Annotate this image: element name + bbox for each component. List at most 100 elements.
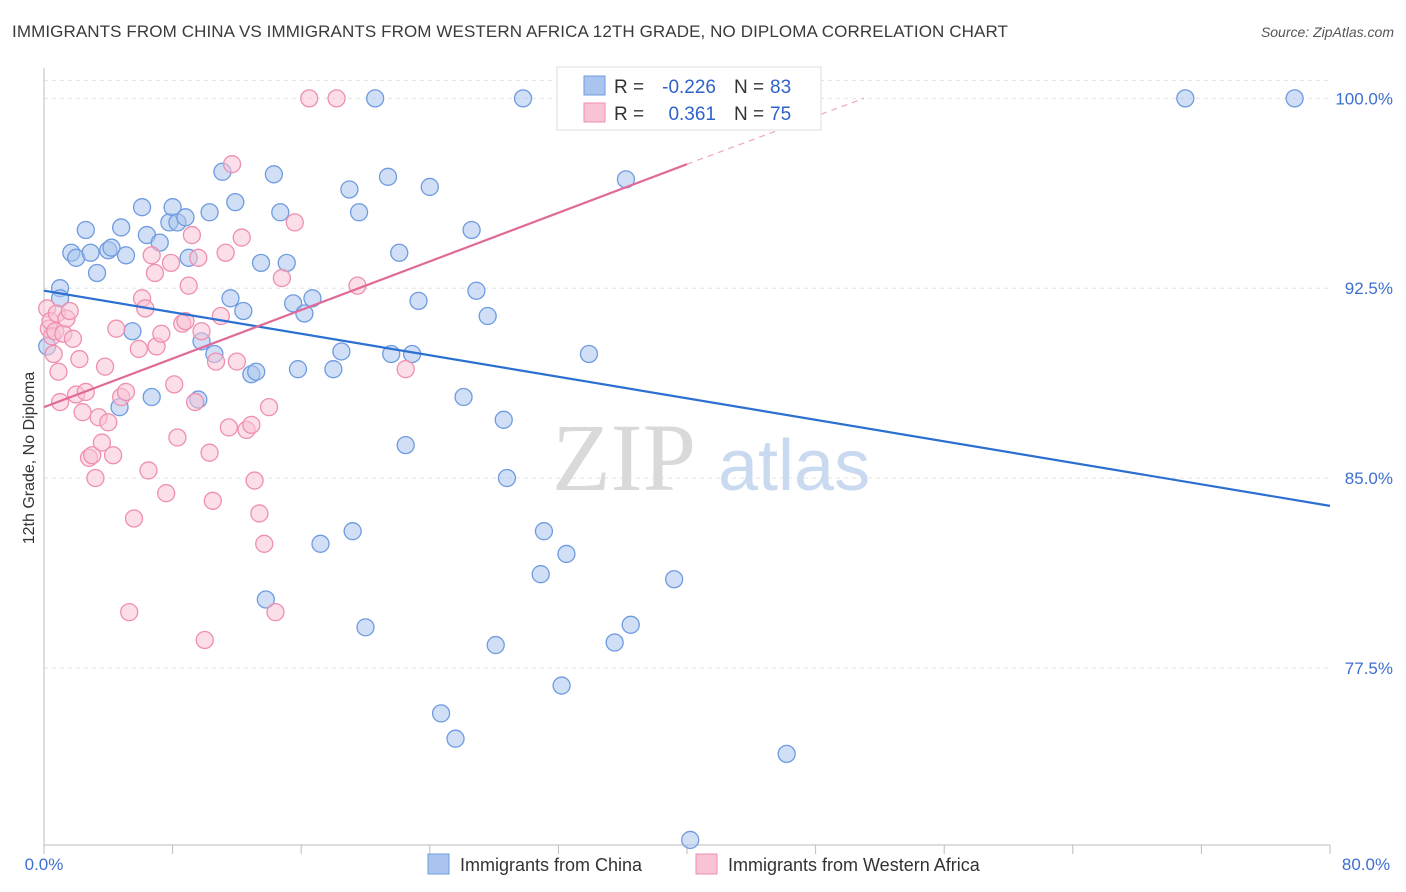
point-wafrica-61 bbox=[245, 471, 264, 490]
point-china-37 bbox=[277, 253, 296, 273]
point-wafrica-14 bbox=[70, 349, 89, 369]
point-china-64 bbox=[494, 410, 513, 429]
legend-top-r-value-china: -0.226 bbox=[662, 77, 716, 98]
point-china-30 bbox=[234, 301, 253, 321]
point-china-44 bbox=[332, 342, 351, 361]
point-china-33 bbox=[251, 253, 271, 273]
legend-top: R = -0.226 N = 83 R = 0.361 N = 75 bbox=[556, 66, 822, 131]
y-tick-label-0: 77.5% bbox=[1345, 659, 1393, 678]
point-wafrica-48 bbox=[192, 322, 211, 341]
point-wafrica-37 bbox=[152, 324, 171, 343]
point-china-29 bbox=[226, 192, 245, 212]
watermark: ZIP atlas bbox=[552, 404, 870, 511]
point-wafrica-15 bbox=[73, 403, 92, 422]
watermark-atlas: atlas bbox=[718, 426, 870, 506]
point-china-16 bbox=[142, 387, 161, 407]
point-china-13 bbox=[123, 322, 142, 341]
point-wafrica-50 bbox=[200, 443, 219, 462]
point-china-53 bbox=[396, 435, 415, 455]
point-china-79 bbox=[1176, 89, 1195, 108]
point-china-75 bbox=[621, 615, 640, 634]
source-credit: Source: ZipAtlas.com bbox=[1260, 24, 1394, 40]
point-china-9 bbox=[102, 238, 121, 257]
point-wafrica-11 bbox=[60, 301, 79, 321]
y-axis-title: 12th Grade, No Diploma bbox=[21, 372, 38, 545]
point-china-25 bbox=[200, 203, 219, 222]
point-wafrica-21 bbox=[92, 433, 112, 452]
point-china-52 bbox=[390, 243, 409, 262]
point-wafrica-49 bbox=[195, 630, 214, 650]
legend-top-r-value-wafrica: 0.361 bbox=[668, 104, 716, 125]
legend-bottom-swatch-wafrica bbox=[695, 853, 718, 875]
legend-bottom-label-wafrica: Immigrants from Western Africa bbox=[728, 855, 981, 875]
point-china-57 bbox=[431, 704, 451, 723]
point-china-55 bbox=[409, 291, 428, 310]
point-wafrica-54 bbox=[216, 243, 235, 262]
point-china-28 bbox=[221, 289, 240, 308]
point-china-5 bbox=[76, 220, 95, 240]
point-wafrica-4 bbox=[44, 344, 63, 364]
point-wafrica-45 bbox=[182, 225, 202, 245]
point-wafrica-35 bbox=[145, 263, 165, 283]
point-wafrica-46 bbox=[185, 392, 205, 412]
point-china-69 bbox=[552, 676, 571, 695]
trendline-wafrica bbox=[43, 163, 688, 409]
point-china-68 bbox=[531, 565, 550, 584]
point-china-50 bbox=[378, 167, 398, 186]
point-china-77 bbox=[681, 830, 700, 850]
point-wafrica-60 bbox=[242, 415, 261, 435]
point-china-63 bbox=[486, 635, 505, 655]
point-china-11 bbox=[112, 218, 131, 237]
point-wafrica-40 bbox=[165, 375, 184, 394]
legend-top-r-label-china: R = bbox=[614, 77, 644, 98]
point-china-73 bbox=[605, 633, 624, 652]
point-wafrica-47 bbox=[189, 248, 208, 267]
trendline-wafrica-extension bbox=[686, 97, 865, 165]
point-wafrica-69 bbox=[327, 89, 346, 108]
point-china-76 bbox=[664, 570, 684, 589]
point-wafrica-71 bbox=[396, 360, 415, 379]
point-china-78 bbox=[777, 744, 796, 764]
point-wafrica-22 bbox=[95, 357, 115, 376]
watermark-zip: ZIP bbox=[552, 404, 696, 511]
point-china-72 bbox=[579, 344, 599, 364]
point-china-32 bbox=[247, 362, 266, 381]
point-wafrica-57 bbox=[227, 352, 247, 371]
legend-bottom-label-china: Immigrants from China bbox=[460, 855, 643, 875]
point-china-62 bbox=[478, 306, 497, 326]
point-china-56 bbox=[420, 177, 439, 197]
point-wafrica-41 bbox=[168, 428, 187, 447]
point-china-46 bbox=[343, 522, 362, 541]
point-wafrica-23 bbox=[99, 413, 118, 432]
point-wafrica-30 bbox=[129, 339, 148, 359]
point-wafrica-65 bbox=[266, 603, 285, 622]
legend-top-r-label-wafrica: R = bbox=[614, 104, 644, 125]
point-wafrica-33 bbox=[139, 461, 158, 480]
point-wafrica-19 bbox=[86, 468, 105, 488]
point-wafrica-43 bbox=[176, 311, 195, 331]
point-wafrica-28 bbox=[120, 603, 139, 622]
point-wafrica-58 bbox=[232, 228, 251, 247]
point-china-7 bbox=[87, 263, 107, 283]
trendlines bbox=[43, 97, 1331, 507]
point-wafrica-63 bbox=[255, 534, 274, 553]
point-china-47 bbox=[349, 203, 369, 222]
x-tick-label-max: 80.0% bbox=[1342, 855, 1390, 874]
point-wafrica-38 bbox=[157, 484, 176, 503]
point-china-60 bbox=[462, 220, 481, 240]
point-wafrica-56 bbox=[222, 155, 242, 174]
point-china-45 bbox=[340, 180, 359, 199]
point-wafrica-18 bbox=[83, 446, 102, 465]
x-ticks bbox=[43, 845, 1331, 854]
point-wafrica-66 bbox=[272, 268, 292, 288]
point-china-49 bbox=[365, 89, 385, 108]
point-wafrica-27 bbox=[116, 382, 136, 402]
point-china-70 bbox=[557, 544, 576, 564]
point-wafrica-68 bbox=[300, 89, 319, 108]
point-china-61 bbox=[467, 281, 486, 300]
point-wafrica-52 bbox=[206, 352, 226, 371]
point-wafrica-7 bbox=[49, 362, 68, 381]
point-china-34 bbox=[256, 590, 275, 609]
legend-top-n-label-wafrica: N = bbox=[734, 104, 764, 125]
legend-top-swatch-china bbox=[583, 75, 606, 96]
